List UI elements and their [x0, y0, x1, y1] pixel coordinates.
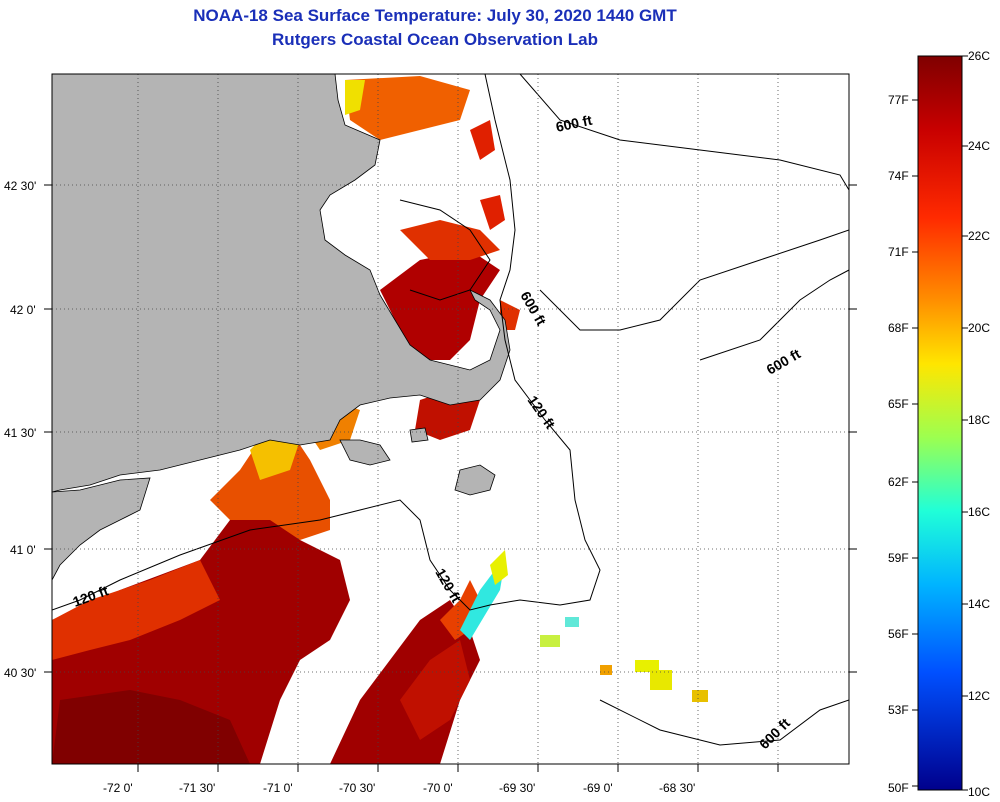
colorbar-c-16: 16C	[968, 505, 990, 519]
lat-label-40-30: 40 30'	[4, 666, 36, 680]
lon-label-70-0: -70 0'	[423, 781, 453, 795]
lat-label-41-0: 41 0'	[10, 543, 36, 557]
colorbar-c-12: 12C	[968, 689, 990, 703]
lon-label-69-0: -69 0'	[583, 781, 613, 795]
lon-label-72-0: -72 0'	[103, 781, 133, 795]
colorbar-c-26: 26C	[968, 49, 990, 63]
colorbar-f-56: 56F	[888, 627, 909, 641]
colorbar-f-62: 62F	[888, 475, 909, 489]
colorbar-f-59: 59F	[888, 551, 909, 565]
colorbar-c-22: 22C	[968, 229, 990, 243]
colorbar	[917, 55, 963, 791]
colorbar-c-18: 18C	[968, 413, 990, 427]
colorbar-f-77: 77F	[888, 93, 909, 107]
colorbar-f-50: 50F	[888, 781, 909, 795]
graticule	[52, 74, 849, 764]
lon-label-68-30: -68 30'	[659, 781, 695, 795]
map-border	[51, 73, 850, 765]
lat-label-42-30: 42 30'	[4, 179, 36, 193]
bathymetry-contours	[52, 74, 849, 746]
tick-marks	[44, 184, 857, 772]
land	[52, 74, 511, 581]
colorbar-ticks	[912, 55, 968, 791]
lon-label-71-30: -71 30'	[179, 781, 215, 795]
lon-label-70-30: -70 30'	[339, 781, 375, 795]
map-title: NOAA-18 Sea Surface Temperature: July 30…	[193, 6, 677, 25]
contour-label-600ft-north: 600 ft	[554, 112, 593, 135]
lat-label-42-0: 42 0'	[10, 303, 36, 317]
colorbar-c-20: 20C	[968, 321, 990, 335]
colorbar-f-71: 71F	[888, 245, 909, 259]
colorbar-c-10: 10C	[968, 785, 990, 799]
lat-label-41-30: 41 30'	[4, 426, 36, 440]
colorbar-c-14: 14C	[968, 597, 990, 611]
lon-label-71-0: -71 0'	[263, 781, 293, 795]
colorbar-f-74: 74F	[888, 169, 909, 183]
map-subtitle: Rutgers Coastal Ocean Observation Lab	[272, 30, 598, 49]
colorbar-f-65: 65F	[888, 397, 909, 411]
colorbar-c-24: 24C	[968, 139, 990, 153]
lon-label-69-30: -69 30'	[499, 781, 535, 795]
colorbar-f-68: 68F	[888, 321, 909, 335]
colorbar-f-53: 53F	[888, 703, 909, 717]
